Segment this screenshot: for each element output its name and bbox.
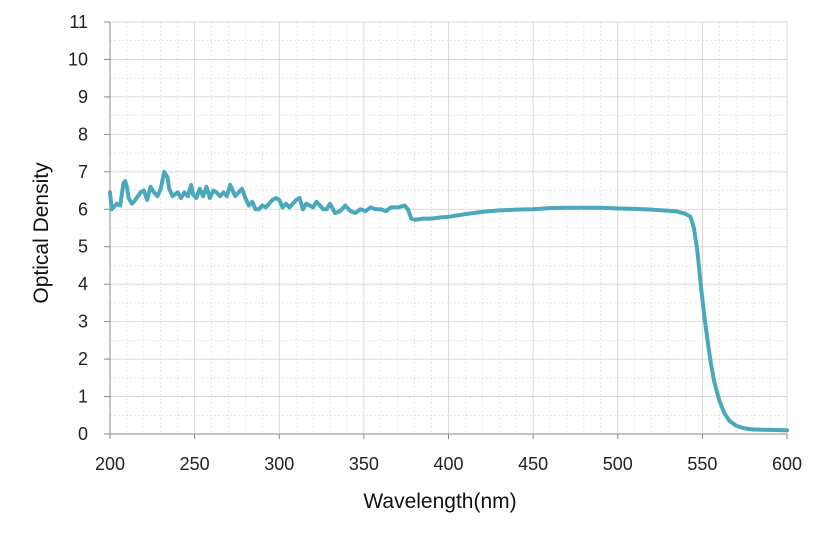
x-tick-label: 300 — [264, 454, 294, 474]
x-tick-labels: 200 250 300 350 400 450 500 550 600 — [95, 454, 802, 474]
y-tick-labels: 0 1 2 3 4 5 6 7 8 9 10 11 — [68, 12, 88, 444]
y-tick-label: 4 — [78, 274, 88, 294]
y-tick-label: 7 — [78, 162, 88, 182]
y-tick-label: 3 — [78, 312, 88, 332]
y-tick-label: 8 — [78, 124, 88, 144]
x-tick-label: 600 — [772, 454, 802, 474]
x-tick-label: 350 — [349, 454, 379, 474]
series-line-1 — [108, 169, 789, 433]
y-tick-label: 6 — [78, 199, 88, 219]
y-axis-title: Optical Density — [30, 162, 53, 304]
x-tick-label: 450 — [518, 454, 548, 474]
y-tick-label: 5 — [78, 237, 88, 257]
x-axis-title: Wavelength(nm) — [363, 490, 516, 513]
grid — [109, 21, 788, 435]
x-tick-label: 500 — [603, 454, 633, 474]
y-tick-label: 9 — [78, 87, 88, 107]
x-tick-label: 250 — [180, 454, 210, 474]
y-tick-label: 0 — [78, 424, 88, 444]
x-tick-label: 400 — [433, 454, 463, 474]
y-tick-label: 10 — [68, 49, 88, 69]
x-tick-label: 550 — [687, 454, 717, 474]
y-tick-label: 11 — [69, 12, 88, 32]
x-tick-label: 200 — [95, 454, 125, 474]
y-tick-label: 2 — [78, 349, 88, 369]
y-tick-label: 1 — [78, 387, 88, 407]
axes — [104, 21, 788, 439]
series-layer — [108, 169, 789, 433]
